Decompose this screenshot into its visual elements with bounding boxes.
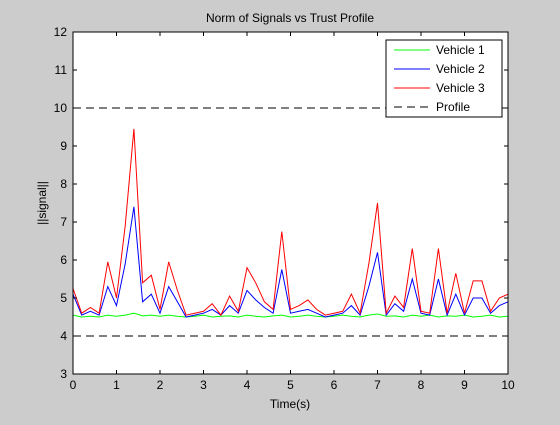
x-tick-label: 5 xyxy=(287,378,294,392)
x-tick-label: 3 xyxy=(200,378,207,392)
x-tick-label: 2 xyxy=(157,378,164,392)
legend-label-vehicle-3: Vehicle 3 xyxy=(436,81,485,95)
y-axis-label: ||signal|| xyxy=(35,181,49,225)
series-line-vehicle-2 xyxy=(72,206,509,318)
series-layer xyxy=(72,107,509,337)
legend-box xyxy=(385,39,503,118)
x-tick-label: 10 xyxy=(501,378,515,392)
y-tick-label: 4 xyxy=(60,329,67,343)
x-tick-label: 1 xyxy=(113,378,120,392)
y-tick-label: 5 xyxy=(60,291,67,305)
x-tick-label: 7 xyxy=(374,378,381,392)
series-line-vehicle-3 xyxy=(72,128,509,317)
series-line-vehicle-1 xyxy=(72,312,509,318)
y-tick-label: 6 xyxy=(60,253,67,267)
y-tick-label: 10 xyxy=(54,101,68,115)
x-tick-label: 9 xyxy=(461,378,468,392)
y-tick-label: 11 xyxy=(55,63,68,77)
y-tick-label: 9 xyxy=(60,139,67,153)
x-axis-label: Time(s) xyxy=(270,397,310,411)
y-tick-label: 7 xyxy=(60,215,67,229)
x-tick-label: 0 xyxy=(70,378,77,392)
legend-label-profile: Profile xyxy=(436,100,470,114)
y-tick-label: 12 xyxy=(54,25,68,39)
legend-label-vehicle-1: Vehicle 1 xyxy=(436,43,485,57)
y-tick-label: 3 xyxy=(60,367,67,381)
legend-label-vehicle-2: Vehicle 2 xyxy=(436,62,485,76)
x-tick-label: 6 xyxy=(331,378,338,392)
x-tick-label: 4 xyxy=(244,378,251,392)
legend: Vehicle 1 Vehicle 2 Vehicle 3 Profile xyxy=(385,39,503,118)
chart-title: Norm of Signals vs Trust Profile xyxy=(206,11,374,25)
x-tick-label: 8 xyxy=(418,378,425,392)
y-tick-label: 8 xyxy=(60,177,67,191)
